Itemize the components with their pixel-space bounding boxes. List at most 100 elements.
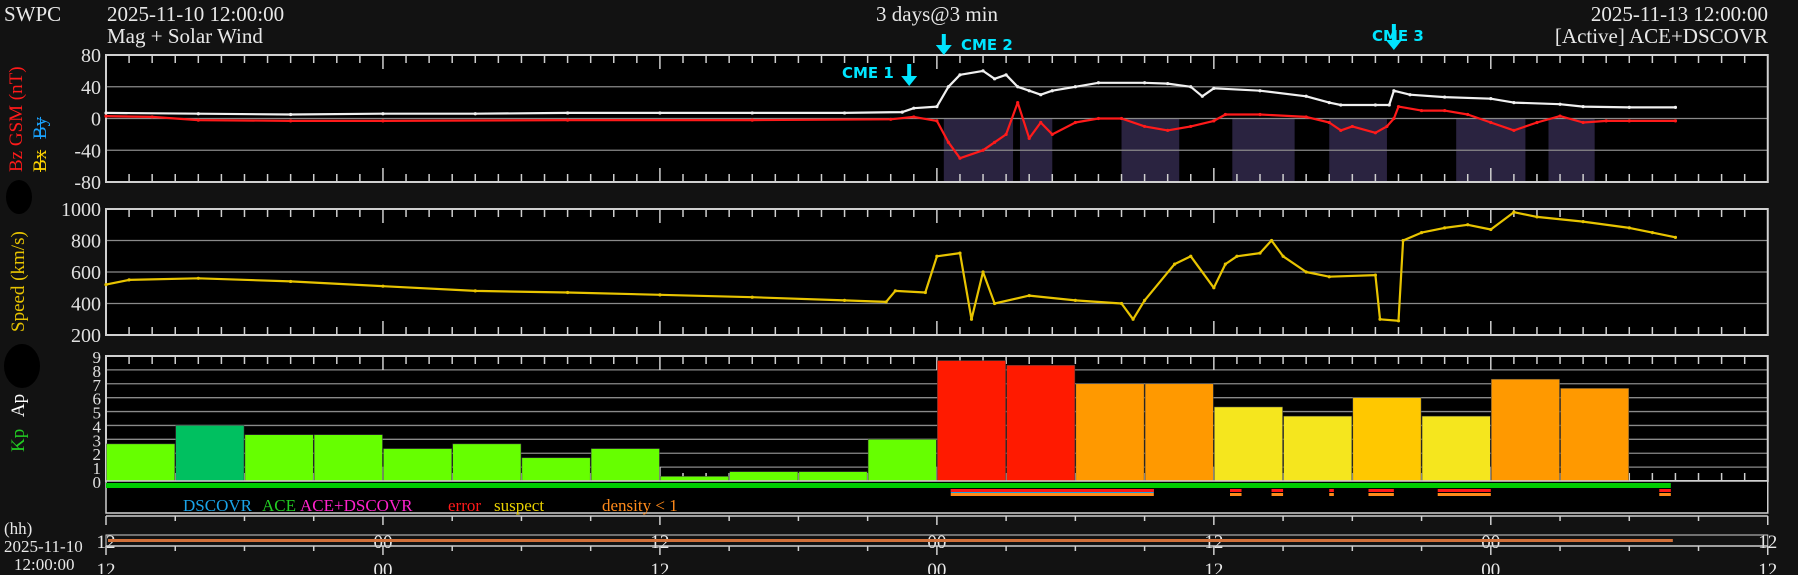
speed-line-point bbox=[1535, 215, 1539, 219]
org-label: SWPC bbox=[4, 2, 62, 26]
speed-line-point bbox=[935, 254, 939, 258]
speed-line-point bbox=[104, 283, 108, 287]
bz-line-point bbox=[1673, 119, 1678, 123]
speed-line-point bbox=[658, 293, 662, 297]
bz-line-point bbox=[196, 118, 200, 122]
data-source: [Active] ACE+DSCOVR bbox=[1554, 24, 1768, 48]
density-flag bbox=[950, 493, 1154, 496]
speed-line-point bbox=[1131, 317, 1135, 321]
time-axis-label: 12 bbox=[97, 560, 116, 574]
kp-y-tick-label: 9 bbox=[93, 348, 102, 367]
time-axis-label: 12 bbox=[650, 560, 669, 574]
kp-bar bbox=[244, 434, 314, 482]
time-start-clock: 12:00:00 bbox=[14, 555, 75, 574]
bz-line-point bbox=[1466, 112, 1470, 117]
bz-line-point bbox=[1392, 116, 1396, 121]
time-axis-label: 12 bbox=[650, 532, 669, 553]
kp-bar bbox=[1283, 415, 1353, 482]
kp-bar bbox=[313, 434, 383, 482]
bz-line-point bbox=[992, 140, 997, 144]
speed-axis-label: Speed (km/s) bbox=[8, 231, 29, 332]
cme-1-label: CME 1 bbox=[842, 64, 894, 82]
bz-line-point bbox=[1096, 116, 1101, 121]
bt-line-point bbox=[381, 112, 385, 116]
kp-bar bbox=[452, 443, 522, 482]
bt-line-point bbox=[1387, 103, 1391, 107]
speed-line-point bbox=[1119, 301, 1124, 306]
bz-line-point bbox=[150, 115, 154, 119]
bz-line-point bbox=[1189, 124, 1193, 129]
speed-line-point bbox=[750, 295, 754, 299]
speed-line-point bbox=[1269, 238, 1274, 243]
speed-y-tick-label: 800 bbox=[71, 231, 101, 253]
bz-line-point bbox=[1512, 128, 1516, 133]
legend-ace-dscovr: ACE+DSCOVR bbox=[300, 496, 413, 515]
bz-line-point bbox=[1581, 120, 1585, 125]
error-flag bbox=[1271, 489, 1284, 492]
speed-line-point bbox=[1401, 238, 1405, 243]
speed-line-point bbox=[1073, 298, 1077, 302]
bt-line-point bbox=[1512, 101, 1516, 105]
bz-line-point bbox=[946, 140, 951, 144]
legend-error: error bbox=[448, 496, 482, 515]
bz-line-point bbox=[1350, 124, 1354, 129]
kp-bar bbox=[729, 471, 799, 482]
kp-y-tick-label: 8 bbox=[93, 362, 102, 381]
kp-bar bbox=[1560, 388, 1630, 482]
speed-line-point bbox=[1212, 286, 1216, 290]
bz-line-point bbox=[104, 114, 108, 118]
speed-line-point bbox=[196, 276, 200, 280]
speed-line-point bbox=[1373, 273, 1377, 277]
bt-line-point bbox=[1339, 103, 1343, 107]
mag-y-tick-label: 80 bbox=[81, 45, 101, 67]
speed-line-point bbox=[1223, 262, 1227, 266]
bt-line-point bbox=[1212, 86, 1216, 90]
time-range-bar bbox=[108, 539, 1673, 542]
speed-line-point bbox=[1189, 254, 1193, 258]
cme-2-label: CME 2 bbox=[961, 36, 1013, 54]
mag-panel-frame bbox=[105, 54, 1769, 183]
time-start-date: 2025-11-10 bbox=[4, 537, 83, 556]
bz-line-point bbox=[1166, 128, 1170, 133]
kp-bar bbox=[1006, 365, 1076, 482]
speed-line-point bbox=[1378, 317, 1382, 321]
bt-line-point bbox=[750, 111, 754, 115]
density-flag bbox=[1126, 493, 1140, 496]
bz-line-point bbox=[750, 118, 754, 122]
bz-line-point bbox=[958, 156, 962, 160]
bt-line-point bbox=[1258, 89, 1262, 93]
bz-line-point bbox=[1627, 119, 1631, 123]
speed-line-point bbox=[1650, 231, 1654, 235]
legend-ace: ACE bbox=[262, 496, 296, 515]
bt-line-point bbox=[289, 112, 293, 117]
mag-y-tick-label: -80 bbox=[74, 172, 101, 194]
speed-line-point bbox=[1489, 227, 1493, 232]
error-flag bbox=[1329, 489, 1334, 492]
bz-line-point bbox=[1119, 116, 1124, 121]
bz-line-point bbox=[981, 148, 985, 152]
density-flag bbox=[1437, 493, 1491, 496]
kp-bar bbox=[521, 457, 591, 482]
kp-y-tick-label: 3 bbox=[93, 431, 102, 450]
kp-y-tick-label: 2 bbox=[93, 445, 102, 464]
speed-panel-frame bbox=[105, 208, 1769, 336]
speed-line-point bbox=[1627, 226, 1631, 230]
cme-arrow-icon bbox=[1385, 40, 1402, 50]
speed-line-point bbox=[1143, 298, 1147, 302]
cme-arrow-icon bbox=[935, 45, 952, 55]
speed-line-point bbox=[566, 290, 570, 295]
bz-line-point bbox=[1073, 120, 1077, 125]
error-flag bbox=[1229, 489, 1242, 492]
kp-bar bbox=[106, 443, 175, 482]
kp-bar bbox=[175, 425, 245, 482]
bz-line-point bbox=[1558, 114, 1562, 118]
kp-y-tick-label: 4 bbox=[93, 417, 102, 436]
bt-line-point bbox=[1143, 81, 1147, 85]
bt-line-point bbox=[1027, 89, 1031, 93]
speed-line-point bbox=[1581, 220, 1585, 224]
speed-line-point bbox=[992, 301, 997, 306]
density-flag bbox=[1329, 493, 1334, 496]
speed-line-point bbox=[381, 284, 385, 288]
bz-line-point bbox=[1396, 104, 1401, 109]
bt-line-point bbox=[1673, 105, 1678, 109]
